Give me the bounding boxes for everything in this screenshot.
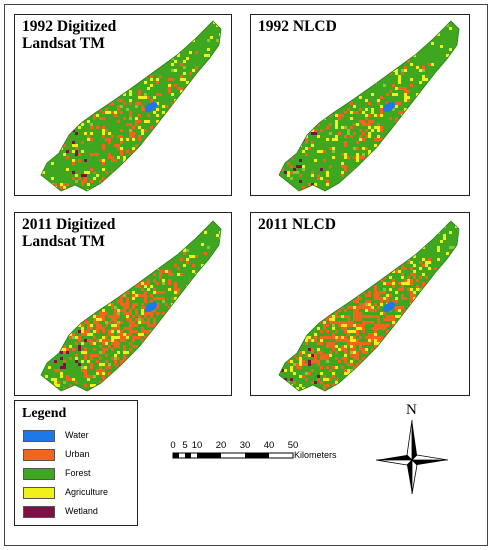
legend-swatch — [23, 449, 55, 461]
map-panel-2011-nlcd: 2011 NLCD — [250, 212, 470, 396]
scale-unit: Kilometers — [294, 450, 337, 460]
land-cover-map — [278, 20, 460, 192]
panel-title: 1992 Digitized Landsat TM — [22, 18, 117, 52]
legend-swatch — [23, 430, 55, 442]
legend-label: Wetland — [65, 506, 98, 516]
land-cover-map — [278, 220, 460, 392]
land-cover-map — [40, 20, 222, 192]
legend-label: Forest — [65, 468, 91, 478]
scale-tick-label: 30 — [239, 440, 251, 451]
scale-tick-label: 50 — [287, 440, 299, 451]
legend-item-urban: Urban — [23, 448, 135, 462]
panel-title: 1992 NLCD — [258, 18, 337, 35]
legend-label: Water — [65, 430, 89, 440]
north-label: N — [406, 402, 417, 418]
figure-frame — [4, 4, 488, 546]
legend-swatch — [23, 506, 55, 518]
map-panel-1992-digitized-landsat: 1992 Digitized Landsat TM — [14, 14, 232, 196]
scale-tick-label: 0 — [170, 440, 176, 451]
land-cover-map — [40, 220, 222, 392]
legend-swatch — [23, 487, 55, 499]
north-arrow: N — [374, 402, 450, 498]
scale-bar-graphic — [172, 452, 294, 459]
panel-title: 2011 NLCD — [258, 216, 336, 233]
legend-item-water: Water — [23, 429, 135, 443]
scale-tick-label: 40 — [263, 440, 275, 451]
scale-tick-label: 20 — [215, 440, 227, 451]
panel-title: 2011 Digitized Landsat TM — [22, 216, 116, 250]
legend-item-wetland: Wetland — [23, 505, 135, 519]
scale-bar: 0 5 10 20 30 40 50 Kilometers — [168, 440, 358, 464]
legend-item-forest: Forest — [23, 467, 135, 481]
map-panel-1992-nlcd: 1992 NLCD — [250, 14, 470, 196]
legend-title: Legend — [22, 406, 67, 421]
scale-tick-label: 5 — [182, 440, 188, 451]
legend-label: Agriculture — [65, 487, 109, 497]
legend-label: Urban — [65, 449, 90, 459]
scale-tick-label: 10 — [191, 440, 203, 451]
legend-item-agriculture: Agriculture — [23, 486, 135, 500]
legend: Legend Water Urban Forest Agriculture We… — [14, 400, 138, 526]
compass-rose-icon — [375, 419, 449, 495]
map-panel-2011-digitized-landsat: 2011 Digitized Landsat TM — [14, 212, 232, 396]
legend-swatch — [23, 468, 55, 480]
